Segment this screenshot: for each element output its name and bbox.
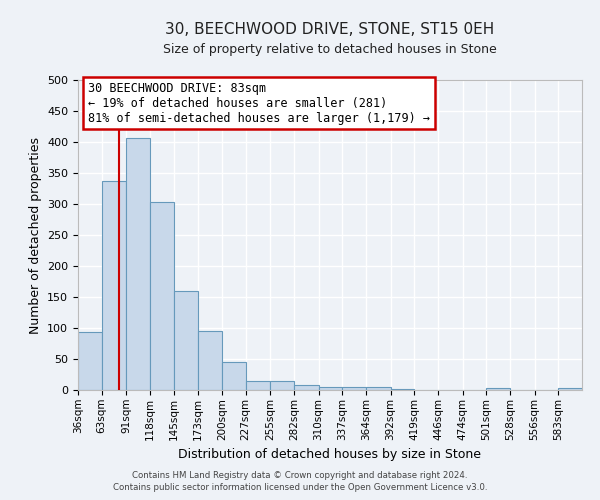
Text: Contains HM Land Registry data © Crown copyright and database right 2024.: Contains HM Land Registry data © Crown c… (132, 471, 468, 480)
Text: 30 BEECHWOOD DRIVE: 83sqm
← 19% of detached houses are smaller (281)
81% of semi: 30 BEECHWOOD DRIVE: 83sqm ← 19% of detac… (88, 82, 430, 124)
Bar (246, 380, 270, 390)
Bar (391, 389, 414, 390)
X-axis label: Distribution of detached houses by size in Stone: Distribution of detached houses by size … (179, 448, 482, 461)
Text: 30, BEECHWOOD DRIVE, STONE, ST15 0EH: 30, BEECHWOOD DRIVE, STONE, ST15 0EH (166, 22, 494, 38)
Bar (150, 202, 174, 390)
Bar (102, 181, 126, 390)
Bar (222, 362, 246, 390)
Bar (126, 138, 150, 390)
Y-axis label: Number of detached properties: Number of detached properties (29, 136, 41, 334)
Bar (78, 332, 102, 390)
Bar (174, 291, 198, 390)
Bar (294, 385, 319, 390)
Text: Size of property relative to detached houses in Stone: Size of property relative to detached ho… (163, 42, 497, 56)
Text: Contains public sector information licensed under the Open Government Licence v3: Contains public sector information licen… (113, 483, 487, 492)
Bar (486, 388, 510, 390)
Bar (558, 388, 582, 390)
Bar (342, 387, 366, 390)
Bar (198, 331, 222, 390)
Bar (366, 387, 391, 390)
Bar (270, 380, 294, 390)
Bar (319, 387, 342, 390)
